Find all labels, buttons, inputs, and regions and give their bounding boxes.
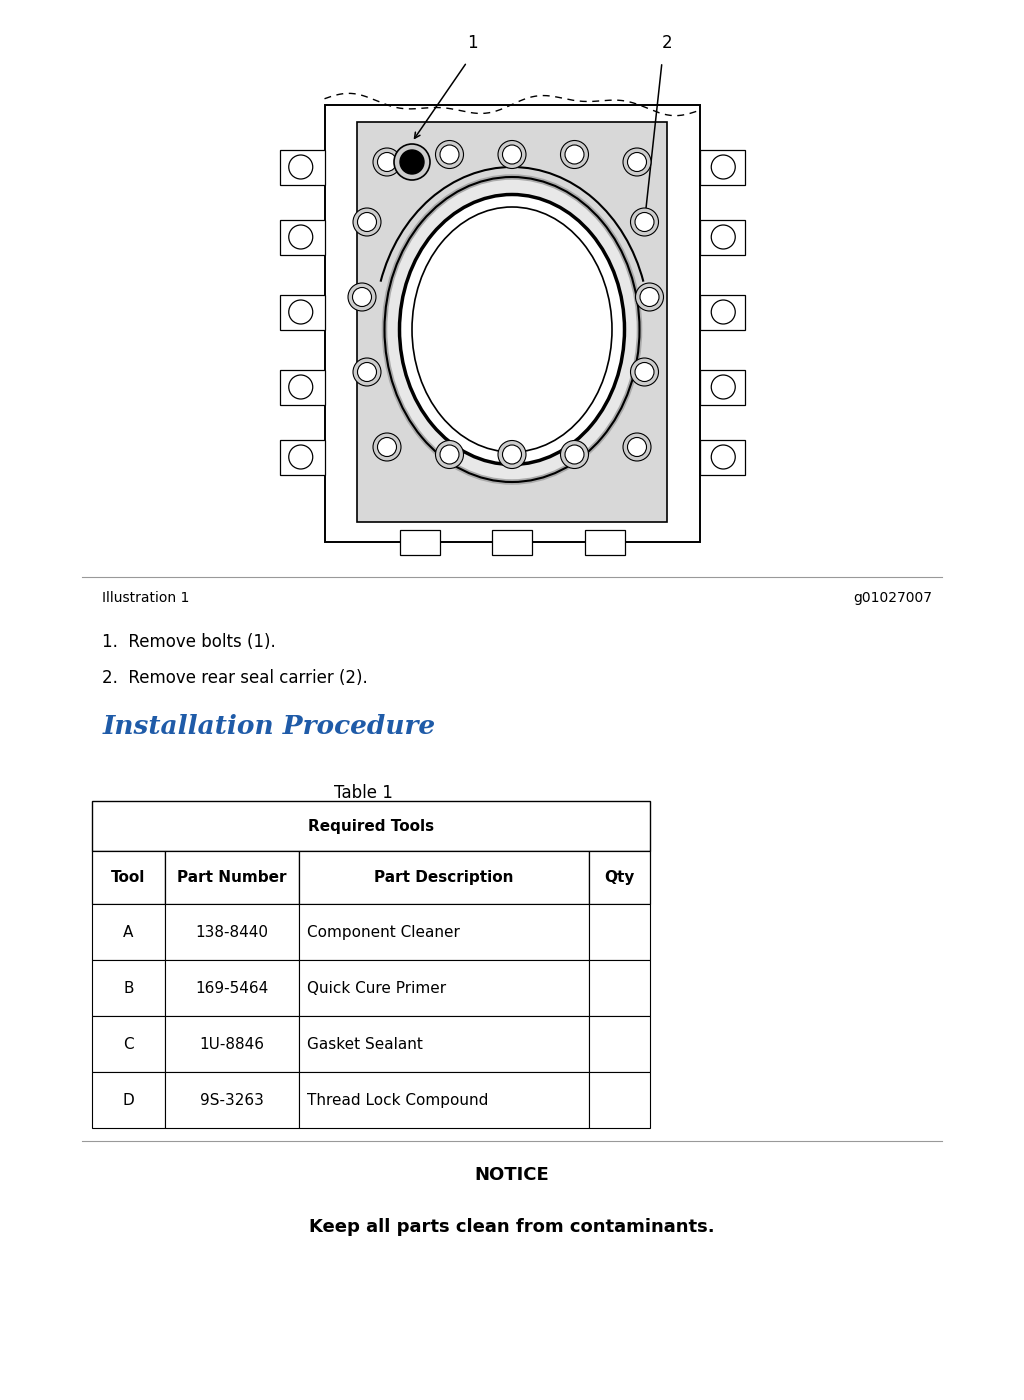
Circle shape [636, 283, 664, 311]
Circle shape [348, 283, 376, 311]
Text: Component Cleaner: Component Cleaner [307, 925, 460, 939]
Bar [357, 122, 667, 522]
Circle shape [373, 433, 401, 461]
Circle shape [353, 358, 381, 386]
Circle shape [631, 209, 658, 237]
Ellipse shape [399, 195, 625, 465]
Circle shape [353, 209, 381, 237]
Circle shape [635, 213, 654, 231]
Text: 9S-3263: 9S-3263 [200, 1093, 263, 1107]
Text: Tool: Tool [112, 871, 145, 885]
Circle shape [712, 375, 735, 399]
Circle shape [357, 213, 377, 231]
Circle shape [635, 363, 654, 381]
Bar [699, 150, 744, 185]
Circle shape [712, 225, 735, 249]
Circle shape [394, 144, 430, 181]
Circle shape [357, 363, 377, 381]
Circle shape [565, 146, 584, 164]
Text: 169-5464: 169-5464 [195, 981, 268, 995]
Circle shape [435, 140, 464, 168]
Bar [492, 529, 532, 554]
Circle shape [640, 287, 659, 307]
Text: Installation Procedure: Installation Procedure [102, 714, 435, 739]
Circle shape [712, 155, 735, 179]
Circle shape [712, 300, 735, 323]
Text: A: A [123, 925, 133, 939]
Text: B: B [123, 981, 134, 995]
Text: g01027007: g01027007 [853, 591, 932, 605]
Circle shape [289, 375, 312, 399]
Circle shape [628, 437, 646, 456]
Text: Gasket Sealant: Gasket Sealant [307, 1037, 423, 1051]
Circle shape [560, 441, 589, 469]
Circle shape [565, 445, 584, 463]
Text: Illustration 1: Illustration 1 [102, 591, 189, 605]
Bar [585, 529, 625, 554]
Bar [699, 370, 744, 405]
Circle shape [623, 433, 651, 461]
Circle shape [623, 148, 651, 176]
Circle shape [289, 300, 312, 323]
Text: 2.  Remove rear seal carrier (2).: 2. Remove rear seal carrier (2). [102, 669, 369, 687]
Text: C: C [123, 1037, 134, 1051]
Circle shape [560, 140, 589, 168]
Bar [280, 440, 325, 475]
Text: 1: 1 [467, 34, 477, 52]
Text: 1U-8846: 1U-8846 [200, 1037, 264, 1051]
Circle shape [352, 287, 372, 307]
Circle shape [289, 155, 312, 179]
Circle shape [440, 146, 459, 164]
Ellipse shape [412, 207, 612, 452]
Bar [325, 105, 699, 542]
Text: Keep all parts clean from contaminants.: Keep all parts clean from contaminants. [309, 1218, 715, 1236]
Text: Quick Cure Primer: Quick Cure Primer [307, 981, 446, 995]
Text: Qty: Qty [604, 871, 635, 885]
Bar [699, 220, 744, 255]
Text: 138-8440: 138-8440 [196, 925, 268, 939]
Circle shape [440, 445, 459, 463]
Circle shape [435, 441, 464, 469]
Circle shape [289, 445, 312, 469]
Text: Part Number: Part Number [177, 871, 287, 885]
Circle shape [503, 445, 521, 463]
Circle shape [503, 146, 521, 164]
Circle shape [628, 153, 646, 172]
Circle shape [289, 225, 312, 249]
Bar [699, 440, 744, 475]
Bar [280, 370, 325, 405]
Circle shape [498, 441, 526, 469]
Text: NOTICE: NOTICE [475, 1166, 549, 1184]
Text: 1.  Remove bolts (1).: 1. Remove bolts (1). [102, 633, 276, 651]
Bar [280, 294, 325, 329]
Text: Required Tools: Required Tools [308, 819, 434, 833]
Circle shape [400, 150, 424, 174]
Circle shape [712, 445, 735, 469]
Text: 2: 2 [662, 34, 673, 52]
Circle shape [378, 153, 396, 172]
Bar [280, 220, 325, 255]
Text: Thread Lock Compound: Thread Lock Compound [307, 1093, 488, 1107]
Circle shape [498, 140, 526, 168]
Ellipse shape [384, 176, 640, 482]
Circle shape [373, 148, 401, 176]
Text: Table 1: Table 1 [334, 784, 393, 802]
Bar [699, 294, 744, 329]
Circle shape [378, 437, 396, 456]
Text: Part Description: Part Description [374, 871, 513, 885]
Circle shape [631, 358, 658, 386]
Text: D: D [123, 1093, 134, 1107]
Bar [280, 150, 325, 185]
Bar [399, 529, 439, 554]
